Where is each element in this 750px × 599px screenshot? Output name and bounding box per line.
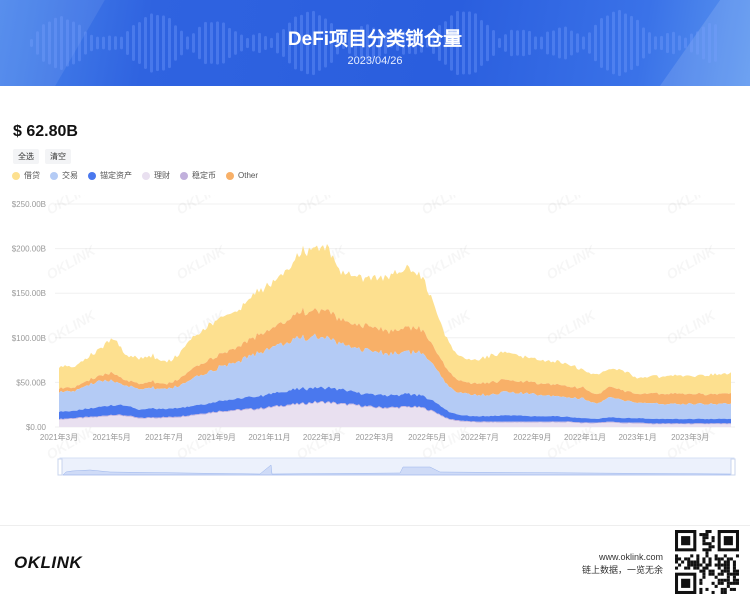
watermark: OKLINK — [174, 241, 229, 282]
x-axis-tick: 2021年11月 — [248, 432, 290, 442]
total-tvl-value: $ 62.80B — [13, 123, 78, 140]
watermark: OKLINK — [174, 421, 229, 462]
y-axis-tick: $150.00B — [12, 289, 46, 298]
watermark: OKLINK — [544, 306, 599, 347]
watermark: OKLINK — [419, 241, 474, 282]
legend-dot-icon — [142, 171, 150, 180]
legend-dot-icon — [88, 171, 96, 180]
legend-controls: 全选 清空 — [13, 149, 71, 164]
x-axis-tick: 2022年1月 — [303, 432, 341, 442]
page-title: DeFi项目分类锁仓量 — [287, 29, 463, 50]
sound-wave-decoration — [30, 9, 717, 77]
slider-preview — [62, 464, 732, 476]
watermark: OKLINK — [44, 241, 99, 282]
legend-label: Other — [238, 171, 259, 180]
area-series[interactable] — [59, 386, 731, 424]
legend-item-yield[interactable]: 理财 — [142, 170, 170, 181]
watermark: OKLINK — [664, 306, 719, 347]
x-axis-tick: 2022年5月 — [408, 432, 446, 442]
legend-item-pegged-assets[interactable]: 锚定资产 — [88, 170, 132, 181]
area-series[interactable] — [59, 401, 731, 427]
footer-divider — [0, 525, 750, 526]
legend-label: 稳定币 — [192, 171, 216, 180]
watermark: OKLINK — [44, 195, 99, 218]
x-axis-tick: 2021年9月 — [198, 432, 236, 442]
slider-handle-right[interactable] — [730, 458, 736, 476]
header-banner: DeFi项目分类锁仓量 2023/04/26 — [0, 0, 750, 86]
website-url[interactable]: www.oklink.com — [598, 552, 663, 562]
legend-item-stablecoin[interactable]: 稳定币 — [180, 170, 216, 181]
qr-code-icon — [675, 530, 739, 594]
y-axis-tick: $50.00B — [16, 378, 46, 387]
area-series[interactable] — [59, 244, 731, 396]
legend-item-lending[interactable]: 借贷 — [12, 170, 40, 181]
watermark: OKLINK — [544, 241, 599, 282]
legend-dot-icon — [226, 171, 234, 180]
y-axis-tick: $100.00B — [12, 334, 46, 343]
y-axis-tick: $0.00 — [26, 423, 47, 432]
x-axis-tick: 2022年9月 — [513, 432, 551, 442]
area-series[interactable] — [59, 307, 731, 405]
legend-dot-icon — [50, 171, 58, 180]
report-date: 2023/04/26 — [347, 55, 403, 67]
watermark: OKLINK — [544, 195, 599, 218]
x-axis-tick: 2021年7月 — [145, 432, 183, 442]
slider-handle-left[interactable] — [57, 458, 63, 476]
stacked-area-chart[interactable]: $0.00 $50.00B $100.00B $150.00B $200.00B $250… — [0, 195, 750, 485]
legend-label: 锚定资产 — [100, 171, 132, 180]
oklink-logo: OKLINK — [14, 553, 83, 572]
watermark: OKLINK — [664, 241, 719, 282]
x-axis-tick: 2022年11月 — [564, 432, 606, 442]
select-all-button[interactable]: 全选 — [13, 149, 39, 164]
clear-button[interactable]: 清空 — [45, 149, 71, 164]
x-axis-tick: 2023年3月 — [671, 432, 709, 442]
watermark: OKLINK — [544, 421, 599, 462]
x-axis-tick: 2023年1月 — [618, 432, 656, 442]
watermark: OKLINK — [664, 195, 719, 218]
y-axis-tick: $250.00B — [12, 200, 46, 209]
watermark: OKLINK — [664, 421, 719, 462]
legend-label: 理财 — [154, 171, 170, 180]
watermark: OKLINK — [419, 195, 474, 218]
x-axis-tick: 2021年3月 — [40, 432, 78, 442]
legend-item-dex[interactable]: 交易 — [50, 170, 78, 181]
slogan: 链上数据，一览无余 — [581, 565, 663, 575]
x-axis-tick: 2021年5月 — [92, 432, 130, 442]
watermark: OKLINK — [419, 421, 474, 462]
legend-label: 借贷 — [24, 171, 40, 180]
watermark: OKLINK — [44, 306, 99, 347]
x-axis-tick: 2022年7月 — [461, 432, 499, 442]
legend-dot-icon — [12, 171, 20, 180]
chart-legend: 借贷 交易 锚定资产 理财 稳定币 Other — [12, 170, 258, 181]
legend-dot-icon — [180, 171, 188, 180]
y-axis-tick: $200.00B — [12, 245, 46, 254]
legend-item-other[interactable]: Other — [226, 171, 258, 180]
x-axis-tick: 2022年3月 — [355, 432, 393, 442]
area-series[interactable] — [59, 333, 731, 420]
watermark: OKLINK — [294, 195, 349, 218]
watermark: OKLINK — [174, 195, 229, 218]
watermark: OKLINK — [44, 421, 99, 462]
footer-info: www.oklink.com 链上数据，一览无余 — [582, 551, 663, 577]
legend-label: 交易 — [62, 171, 78, 180]
watermark: OKLINK — [294, 421, 349, 462]
